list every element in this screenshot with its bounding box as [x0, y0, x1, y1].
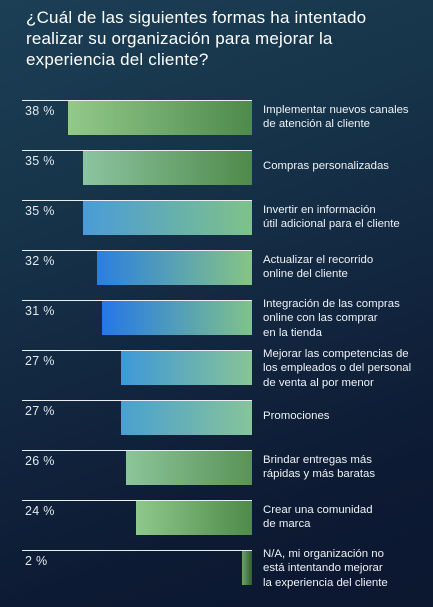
row-separator	[22, 400, 252, 401]
row-separator	[22, 200, 252, 201]
row-separator	[22, 100, 252, 101]
bar-row: 35 % Invertir en información útil adiciona…	[0, 200, 433, 240]
bar-row: 27 % Mejorar las competencias de los emple…	[0, 348, 433, 390]
bar	[97, 251, 252, 285]
bar	[135, 501, 252, 535]
bar-value-label: 38 %	[25, 104, 55, 118]
category-label: Implementar nuevos canales de atención al…	[263, 104, 409, 131]
bar-value-label: 27 %	[25, 404, 55, 418]
category-label: Crear una comunidad de marca	[263, 504, 373, 531]
bar-value-label: 2 %	[25, 554, 48, 568]
category-label: Actualizar el recorrido online del client…	[263, 254, 374, 281]
category-label: Mejorar las competencias de los empleados…	[263, 348, 412, 389]
bar	[68, 101, 252, 135]
bar	[82, 151, 252, 185]
bar-value-label: 32 %	[25, 254, 55, 268]
chart-title: ¿Cuál de las siguientes formas ha intent…	[26, 8, 367, 69]
category-label: Invertir en información útil adicional pa…	[263, 204, 400, 231]
bar	[101, 301, 252, 335]
row-separator	[22, 550, 252, 551]
bar-value-label: 35 %	[25, 204, 55, 218]
bar-value-label: 27 %	[25, 354, 55, 368]
bar-value-label: 26 %	[25, 454, 55, 468]
bar-row: 35 % Compras personalizadas	[0, 150, 433, 190]
bar-row: 2 % N/A, mi organización no está intentand…	[0, 548, 433, 590]
bar-row: 27 % Promociones	[0, 400, 433, 440]
row-separator	[22, 450, 252, 451]
bar-row: 24 % Crear una comunidad de marca	[0, 500, 433, 540]
bar-row: 32 % Actualizar el recorrido online del cl…	[0, 250, 433, 290]
bar-row: 31 % Integración de las compras online con…	[0, 298, 433, 340]
row-separator	[22, 300, 252, 301]
category-label: Promociones	[263, 410, 330, 422]
bar	[126, 451, 252, 485]
bar-row: 38 % Implementar nuevos canales de atenció…	[0, 100, 433, 140]
row-separator	[22, 150, 252, 151]
row-separator	[22, 350, 252, 351]
bar-value-label: 24 %	[25, 504, 55, 518]
bar	[82, 201, 252, 235]
category-label: Integración de las compras online con las…	[263, 298, 400, 339]
row-separator	[22, 250, 252, 251]
row-separator	[22, 500, 252, 501]
bar	[121, 351, 252, 385]
bar-value-label: 35 %	[25, 154, 55, 168]
bar	[121, 401, 252, 435]
category-label: Compras personalizadas	[263, 160, 389, 172]
category-label: N/A, mi organización no está intentando m…	[263, 548, 388, 589]
bar	[242, 551, 252, 585]
category-label: Brindar entregas más rápidas y más barata…	[263, 454, 376, 481]
bar-row: 26 % Brindar entregas más rápidas y más ba…	[0, 450, 433, 490]
bar-value-label: 31 %	[25, 304, 55, 318]
